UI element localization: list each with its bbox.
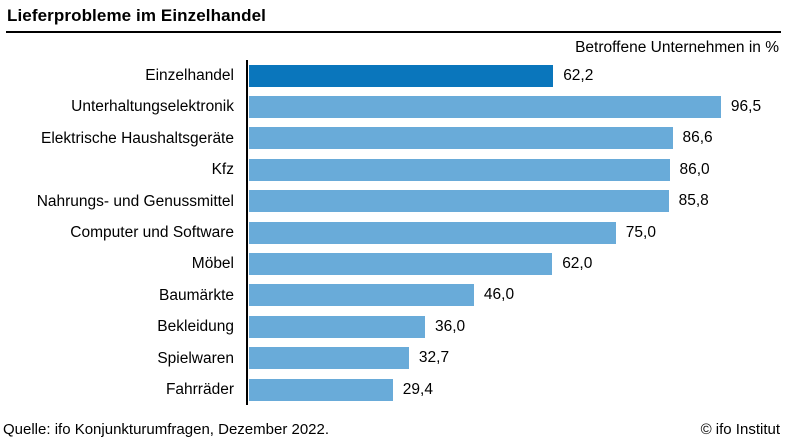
bar (249, 284, 474, 307)
category-label: Einzelhandel (145, 67, 234, 84)
value-label: 36,0 (435, 317, 466, 335)
page-title: Lieferprobleme im Einzelhandel (7, 6, 267, 25)
bar-row: Möbel 62,0 (0, 248, 787, 280)
bar-row: Nahrungs- und Genussmittel 85,8 (0, 185, 787, 217)
value-label: 32,7 (418, 349, 450, 367)
copyright-note: © ifo Institut (700, 421, 780, 438)
bar (249, 96, 721, 119)
plot-area: 62,2 (246, 60, 787, 92)
title-divider (6, 31, 781, 33)
bar-row: Computer und Software 75,0 (0, 216, 787, 249)
plot-area: 36,0 (246, 311, 787, 343)
category-label: Möbel (191, 255, 234, 273)
bar (249, 64, 554, 87)
category-label: Baumärkte (159, 286, 234, 304)
category-label: Spielwaren (157, 349, 234, 367)
bar-row: Spielwaren 32,7 (0, 342, 787, 374)
bar-row: Elektrische Haushaltsgeräte 86,6 (0, 122, 787, 155)
category-label: Kfz (211, 161, 234, 179)
bar (249, 378, 393, 401)
plot-area: 86,6 (246, 122, 787, 155)
plot-area: 85,8 (246, 185, 787, 217)
value-label: 46,0 (483, 286, 515, 304)
category-label: Unterhaltungselektronik (71, 98, 234, 116)
bar (249, 253, 553, 276)
bar (249, 190, 669, 213)
category-label: Nahrungs- und Genussmittel (36, 192, 234, 210)
value-label: 86,6 (682, 129, 713, 147)
bar-row: Fahrräder 29,4 (0, 373, 787, 406)
plot-area: 46,0 (246, 279, 787, 312)
plot-area: 75,0 (246, 216, 787, 249)
value-label: 29,4 (402, 380, 433, 398)
value-label: 85,8 (678, 192, 709, 210)
category-label: Computer und Software (70, 223, 234, 241)
value-label: 96,5 (730, 98, 762, 116)
category-label: Fahrräder (165, 380, 234, 398)
value-label: 86,0 (679, 160, 710, 178)
plot-area: 86,0 (246, 154, 787, 186)
bar (249, 127, 673, 150)
bar-row: Unterhaltungselektronik 96,5 (0, 91, 787, 123)
bar-row: Bekleidung 36,0 (0, 311, 787, 343)
plot-area: 96,5 (246, 91, 787, 123)
bar (249, 221, 616, 244)
bar-row: Einzelhandel 62,2 (0, 60, 787, 92)
plot-area: 29,4 (246, 373, 787, 406)
value-label: 62,2 (563, 66, 594, 84)
bar (249, 158, 670, 181)
source-note: Quelle: ifo Konjunkturumfragen, Dezember… (3, 421, 330, 438)
plot-area: 32,7 (246, 342, 787, 374)
category-label: Elektrische Haushaltsgeräte (41, 129, 234, 147)
value-label: 75,0 (625, 223, 656, 241)
value-label: 62,0 (562, 255, 593, 273)
bar-chart: Einzelhandel 62,2 Unterhaltungselektronik 9… (0, 60, 787, 406)
chart-subtitle: Betroffene Unternehmen in % (575, 39, 779, 56)
bar-row: Baumärkte 46,0 (0, 279, 787, 312)
bar (249, 315, 425, 338)
category-label: Bekleidung (157, 318, 234, 336)
bar (249, 347, 409, 370)
footer: Quelle: ifo Konjunkturumfragen, Dezember… (0, 421, 787, 438)
plot-area: 62,0 (246, 248, 787, 280)
bar-row: Kfz 86,0 (0, 154, 787, 186)
